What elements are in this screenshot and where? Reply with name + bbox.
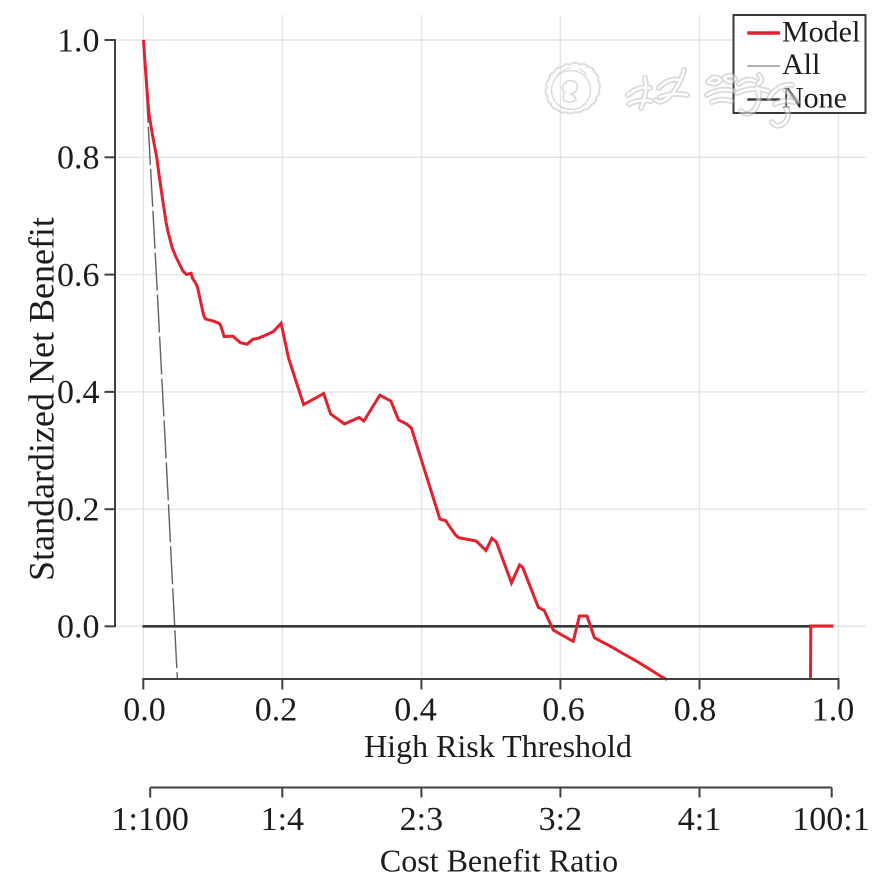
svg-text:Model: Model <box>782 16 860 49</box>
svg-text:Standardized Net Benefit: Standardized Net Benefit <box>22 217 62 581</box>
svg-text:0.6: 0.6 <box>57 257 100 294</box>
svg-text:0.2: 0.2 <box>255 692 298 729</box>
svg-text:3:2: 3:2 <box>539 801 582 838</box>
svg-text:High Risk Threshold: High Risk Threshold <box>364 728 632 764</box>
svg-text:2:3: 2:3 <box>400 801 443 838</box>
svg-text:1.0: 1.0 <box>57 22 100 59</box>
svg-text:0.2: 0.2 <box>57 492 100 529</box>
svg-text:0.6: 0.6 <box>542 692 585 729</box>
svg-text:1.0: 1.0 <box>812 692 855 729</box>
svg-text:0.4: 0.4 <box>57 374 100 411</box>
svg-text:1:4: 1:4 <box>261 801 304 838</box>
svg-text:All: All <box>782 48 820 81</box>
svg-text:100:1: 100:1 <box>792 801 869 838</box>
svg-text:Cost Benefit Ratio: Cost Benefit Ratio <box>380 843 618 879</box>
svg-text:1:100: 1:100 <box>111 801 188 838</box>
svg-text:0.0: 0.0 <box>123 692 166 729</box>
svg-text:0.8: 0.8 <box>57 140 100 177</box>
svg-text:0.4: 0.4 <box>394 692 437 729</box>
svg-text:0.8: 0.8 <box>674 692 717 729</box>
svg-text:0.0: 0.0 <box>57 609 100 646</box>
svg-text:4:1: 4:1 <box>678 801 721 838</box>
